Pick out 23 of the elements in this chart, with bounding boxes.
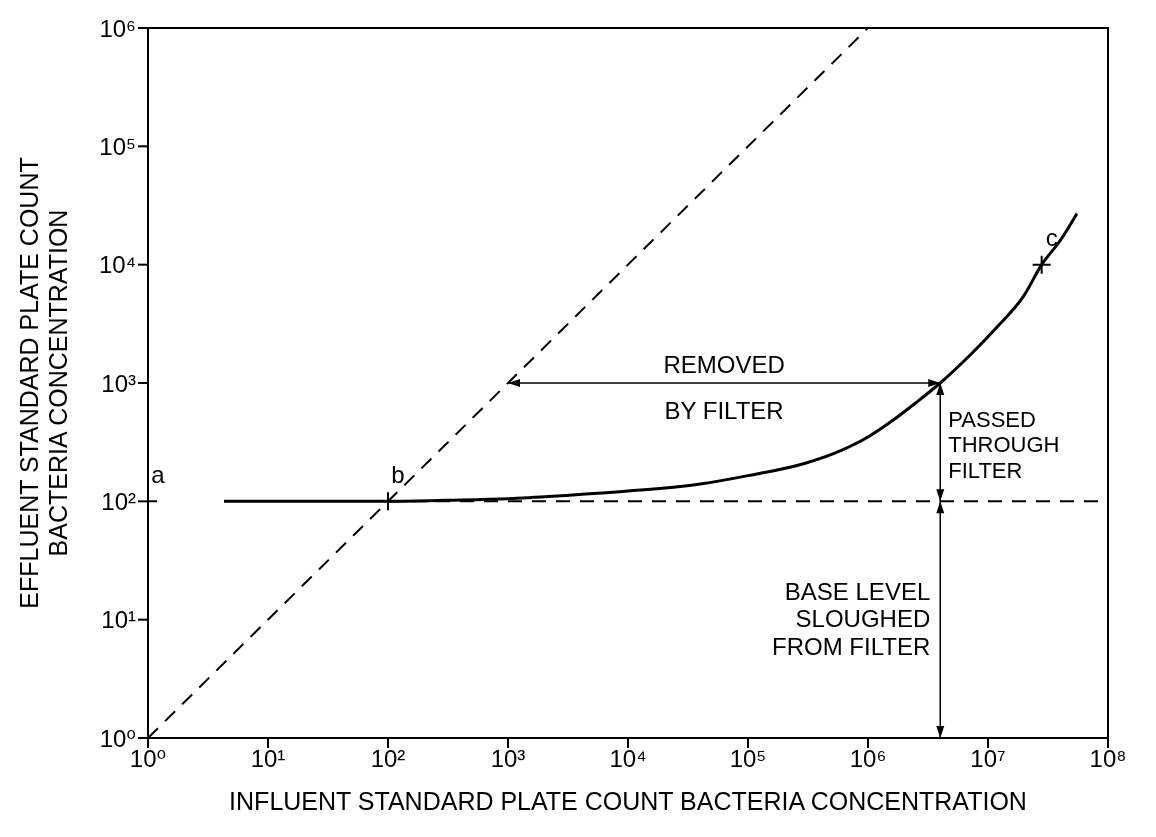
- data-label: a: [151, 460, 166, 488]
- x-tick-label: 10⁰: [129, 745, 167, 773]
- x-tick-label: 10⁷: [970, 745, 1006, 773]
- y-tick-label: 10¹: [101, 606, 137, 634]
- annotation: PASSED THROUGH FILTER: [948, 407, 1060, 483]
- y-tick-label: 10⁵: [99, 132, 136, 160]
- x-tick-label: 10⁸: [1089, 745, 1127, 773]
- annotation: BASE LEVEL SLOUGHED FROM FILTER: [772, 577, 931, 660]
- x-tick-label: 10²: [370, 745, 406, 773]
- x-tick-label: 10⁶: [849, 745, 887, 773]
- annotation: REMOVED BY FILTER: [663, 351, 785, 424]
- y-tick-label: 10²: [101, 487, 137, 515]
- x-tick-label: 10⁴: [609, 745, 647, 773]
- y-tick-label: 10⁶: [99, 14, 136, 42]
- data-label: b: [391, 460, 405, 488]
- y-tick-label: 10³: [101, 369, 137, 397]
- y-axis-title: EFFLUENT STANDARD PLATE COUNT BACTERIA CONCENTRATION: [15, 157, 72, 609]
- x-axis-title: INFLUENT STANDARD PLATE COUNT BACTERIA CONCENTRATION: [229, 787, 1027, 815]
- x-tick-label: 10¹: [250, 745, 286, 773]
- x-tick-label: 10⁵: [729, 745, 767, 773]
- data-label: c: [1045, 224, 1058, 252]
- y-tick-label: 10⁴: [98, 251, 136, 279]
- x-tick-label: 10³: [490, 745, 526, 773]
